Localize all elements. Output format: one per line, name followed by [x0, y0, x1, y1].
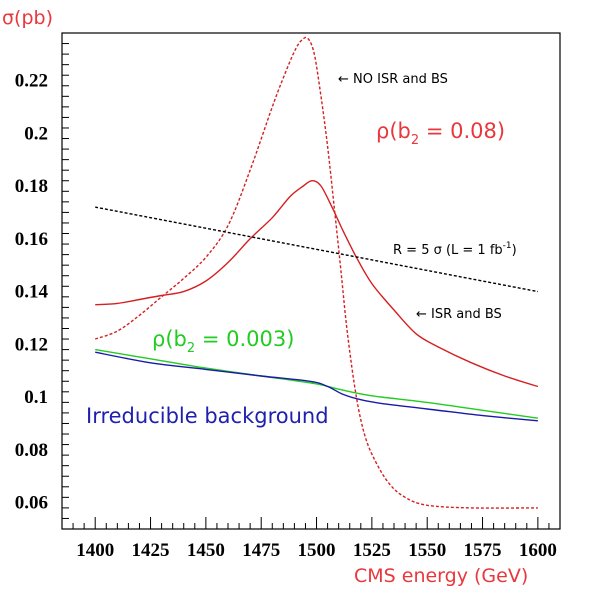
x-tick-label: 1400: [76, 540, 114, 561]
x-tick-label: 1450: [187, 540, 225, 561]
y-tick-label: 0.16: [15, 229, 48, 250]
y-tick-labels: 0.06 0.08 0.1 0.12 0.14 0.16 0.18 0.2 0.22: [15, 70, 49, 513]
x-tick-label: 1500: [298, 540, 336, 561]
x-tick-labels: 1400 1425 1450 1475 1500 1525 1550 1575 1600: [76, 540, 557, 561]
axis-ticks: [61, 32, 561, 530]
x-axis-title: CMS energy (GeV): [354, 565, 528, 587]
y-tick-label: 0.14: [15, 282, 49, 303]
series-curves: [94, 36, 539, 509]
y-tick-label: 0.08: [15, 440, 48, 461]
series-line-3: [95, 351, 538, 422]
series-line-0: [94, 36, 538, 509]
annotation-no-isr-bs: ← NO ISR and BS: [338, 72, 448, 87]
y-tick-label: 0.12: [15, 334, 48, 355]
series-line-1: [95, 179, 539, 388]
x-tick-label: 1525: [353, 540, 391, 561]
x-tick-label: 1425: [132, 540, 170, 561]
x-tick-label: 1550: [408, 540, 446, 561]
y-axis-title: σ(pb): [2, 7, 53, 29]
annotation-r-5-sigma: R = 5 σ (L = 1 fb-1): [393, 241, 517, 258]
label-irreducible-background: Irreducible background: [86, 404, 329, 428]
series-line-4: [95, 206, 539, 293]
y-tick-label: 0.18: [15, 176, 48, 197]
label-rho-0.003: ρ(b2 = 0.003): [152, 327, 294, 356]
y-tick-label: 0.22: [15, 70, 48, 91]
label-rho-0.08: ρ(b2 = 0.08): [376, 119, 505, 148]
x-tick-label: 1575: [464, 540, 502, 561]
x-tick-label: 1475: [242, 540, 280, 561]
x-tick-label: 1600: [519, 540, 557, 561]
annotation-isr-bs: ← ISR and BS: [416, 307, 502, 322]
y-tick-label: 0.2: [24, 123, 48, 144]
y-tick-label: 0.06: [15, 493, 48, 514]
plot-frame: [61, 32, 561, 530]
y-tick-label: 0.1: [24, 387, 48, 408]
